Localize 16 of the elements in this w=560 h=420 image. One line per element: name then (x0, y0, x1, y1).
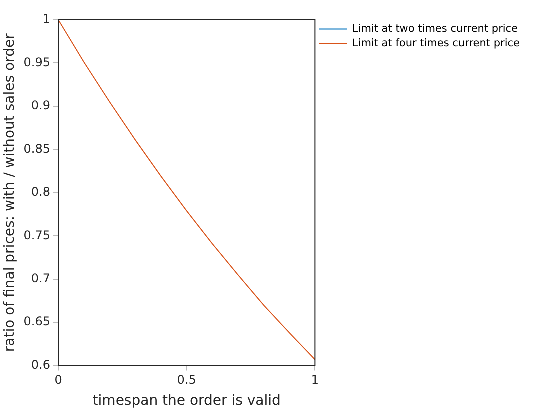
y-tick-label: 1 (42, 12, 51, 26)
x-axis-title: timespan the order is valid (92, 393, 281, 410)
y-axis-title: ratio of final prices: with / without sales order (2, 33, 18, 352)
y-tick-label: 0.65 (24, 314, 51, 329)
y-tick-label: 0.9 (31, 98, 51, 113)
x-tick-label: 0 (54, 373, 62, 388)
y-tick-label: 0.85 (24, 142, 51, 156)
x-tick-label: 1 (311, 373, 320, 388)
y-tick-label: 0.95 (24, 55, 51, 70)
x-tick-label: 0.5 (177, 373, 196, 388)
legend-label: Limit at four times current price (352, 37, 520, 50)
legend-label: Limit at two times current price (352, 22, 518, 35)
y-tick-label: 0.7 (31, 271, 51, 286)
y-tick-label: 0.75 (24, 228, 51, 242)
y-tick-label: 0.6 (31, 358, 51, 372)
y-tick-label: 0.8 (31, 185, 51, 200)
